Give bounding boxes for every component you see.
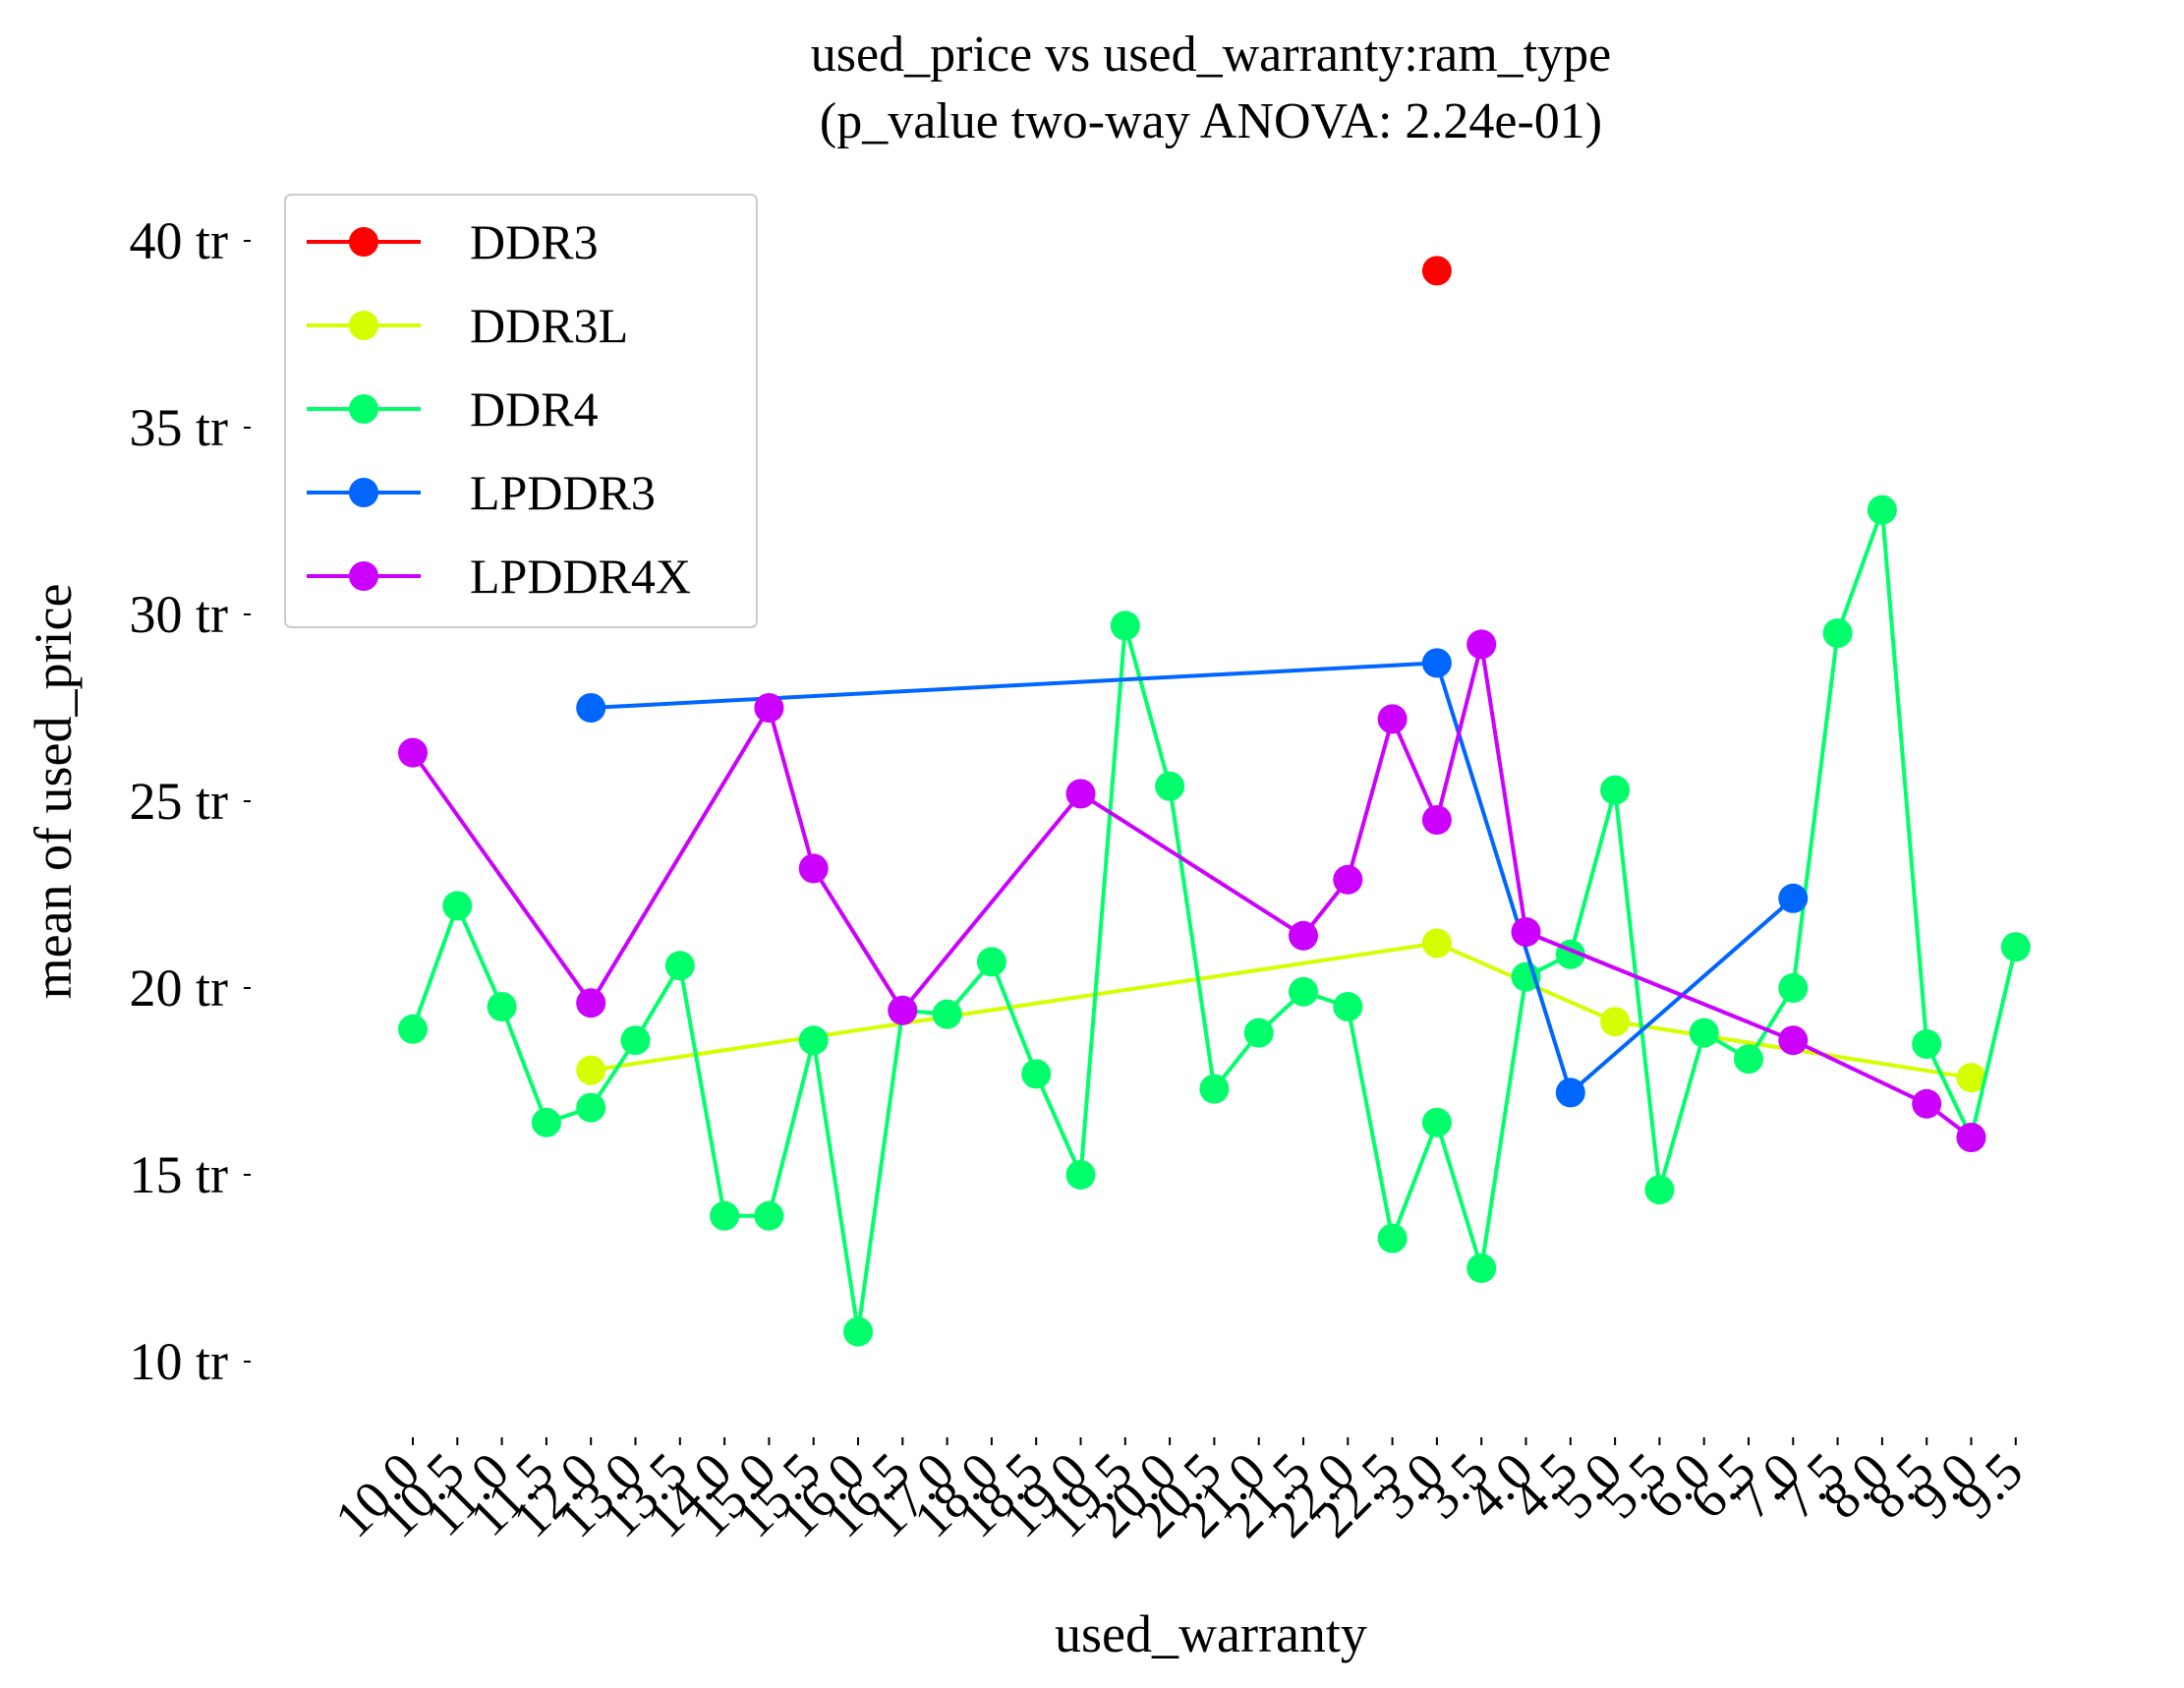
data-point-lpddr4x (798, 853, 829, 884)
data-point-ddr4 (1155, 771, 1185, 801)
data-point-lpddr4x (1065, 779, 1096, 809)
data-point-lpddr4x (1289, 920, 1318, 951)
legend-marker (349, 561, 378, 591)
data-point-ddr4 (1243, 1018, 1274, 1048)
chart-title-line-2: (p_value two-way ANOVA: 2.24e-01) (820, 93, 1602, 149)
y-axis-label: mean of used_price (24, 584, 83, 1000)
data-point-ddr4 (1333, 992, 1363, 1021)
series-line-ddr4 (411, 507, 2018, 1334)
data-point-lpddr4x (1956, 1123, 1986, 1152)
legend-label: DDR3L (470, 298, 628, 353)
legend-item-ddr3l: DDR3L (307, 298, 628, 353)
legend-item-lpddr4x: LPDDR4X (307, 549, 691, 604)
y-tick-label: 15 tr (130, 1145, 229, 1204)
legend-frame (284, 194, 758, 628)
y-tick-label: 25 tr (130, 772, 229, 831)
data-point-ddr4 (1377, 1223, 1408, 1253)
data-point-lpddr4x (888, 995, 918, 1025)
legend-item-ddr4: DDR4 (307, 381, 599, 437)
data-point-lpddr4x (1377, 704, 1408, 734)
legend-item-ddr3: DDR3 (307, 214, 599, 269)
data-point-ddr4 (442, 891, 473, 921)
legend: DDR3 DDR3L DDR4 LPDDR3 LPDDR4X (284, 194, 758, 628)
data-point-ddr3l (1421, 928, 1452, 959)
data-point-ddr4 (1822, 618, 1853, 648)
data-point-lpddr3 (1555, 1077, 1585, 1108)
legend-label: DDR3 (470, 214, 599, 269)
data-point-ddr4 (1644, 1175, 1675, 1205)
x-axis-label: used_warranty (1055, 1604, 1367, 1663)
data-point-lpddr4x (1778, 1025, 1809, 1056)
data-point-ddr4 (932, 999, 962, 1029)
data-point-ddr4 (1289, 976, 1318, 1007)
data-point-lpddr3 (576, 693, 606, 723)
y-tick-label: 30 tr (130, 585, 229, 644)
data-point-lpddr4x (1421, 805, 1452, 835)
y-tick-label: 10 tr (130, 1332, 229, 1391)
data-point-ddr4 (1110, 611, 1140, 641)
y-tick-label: 40 tr (130, 211, 229, 270)
series-layer (398, 256, 2031, 1347)
series-ddr3 (1421, 256, 1452, 286)
data-point-ddr4 (531, 1107, 561, 1137)
data-point-ddr3l (1600, 1007, 1631, 1037)
chart-title-line-1: used_price vs used_warranty:ram_type (811, 27, 1611, 83)
data-point-ddr4 (843, 1316, 873, 1347)
data-point-ddr4 (1734, 1044, 1763, 1075)
data-point-ddr4 (1021, 1059, 1052, 1089)
data-point-ddr4 (1466, 1253, 1497, 1283)
data-point-ddr4 (976, 947, 1006, 977)
legend-marker (349, 227, 378, 257)
data-point-ddr4 (1867, 495, 1897, 525)
legend-label: DDR4 (470, 381, 599, 437)
data-point-ddr4 (1778, 973, 1809, 1003)
data-point-ddr4 (1689, 1018, 1719, 1048)
series-lpddr4x (398, 629, 1986, 1152)
legend-marker (349, 311, 378, 340)
data-point-ddr4 (1065, 1160, 1096, 1190)
data-point-ddr4 (754, 1200, 784, 1231)
data-point-ddr4 (798, 1025, 829, 1056)
chart-title: used_price vs used_warranty:ram_type (p_v… (811, 27, 1611, 149)
y-axis: 10 tr 15 tr 20 tr 25 tr 30 tr 35 tr 40 tr (130, 211, 251, 1391)
data-point-ddr3 (1421, 256, 1452, 286)
data-point-lpddr3 (1421, 648, 1452, 678)
data-point-lpddr4x (1333, 864, 1363, 895)
data-point-ddr3l (1956, 1063, 1986, 1093)
legend-marker (349, 478, 378, 507)
data-point-lpddr4x (1511, 917, 1541, 947)
data-point-ddr4 (487, 992, 517, 1021)
data-point-ddr4 (620, 1025, 651, 1056)
legend-label: LPDDR3 (470, 465, 656, 520)
data-point-ddr4 (664, 951, 695, 981)
data-point-lpddr3 (1778, 883, 1809, 913)
x-axis: 10.010.511.011.512.013.013.514.015.015.5… (323, 1437, 2034, 1548)
legend-marker (349, 394, 378, 424)
legend-item-lpddr3: LPDDR3 (307, 465, 656, 520)
data-point-ddr3l (576, 1055, 606, 1085)
data-point-ddr4 (2000, 932, 2031, 962)
data-point-lpddr4x (1912, 1088, 1942, 1119)
data-point-ddr4 (398, 1014, 428, 1044)
data-point-lpddr4x (754, 693, 784, 723)
data-point-lpddr4x (576, 988, 606, 1019)
data-point-lpddr4x (398, 737, 428, 768)
data-point-ddr4 (1199, 1074, 1230, 1104)
data-point-lpddr4x (1466, 629, 1497, 660)
data-point-ddr4 (576, 1092, 606, 1123)
y-tick-label: 35 tr (130, 398, 229, 457)
data-point-ddr4 (1421, 1107, 1452, 1137)
data-point-ddr4 (1912, 1029, 1942, 1059)
data-point-ddr4 (710, 1200, 740, 1231)
data-point-ddr4 (1600, 775, 1631, 805)
y-tick-label: 20 tr (130, 959, 229, 1018)
legend-label: LPDDR4X (470, 549, 691, 604)
